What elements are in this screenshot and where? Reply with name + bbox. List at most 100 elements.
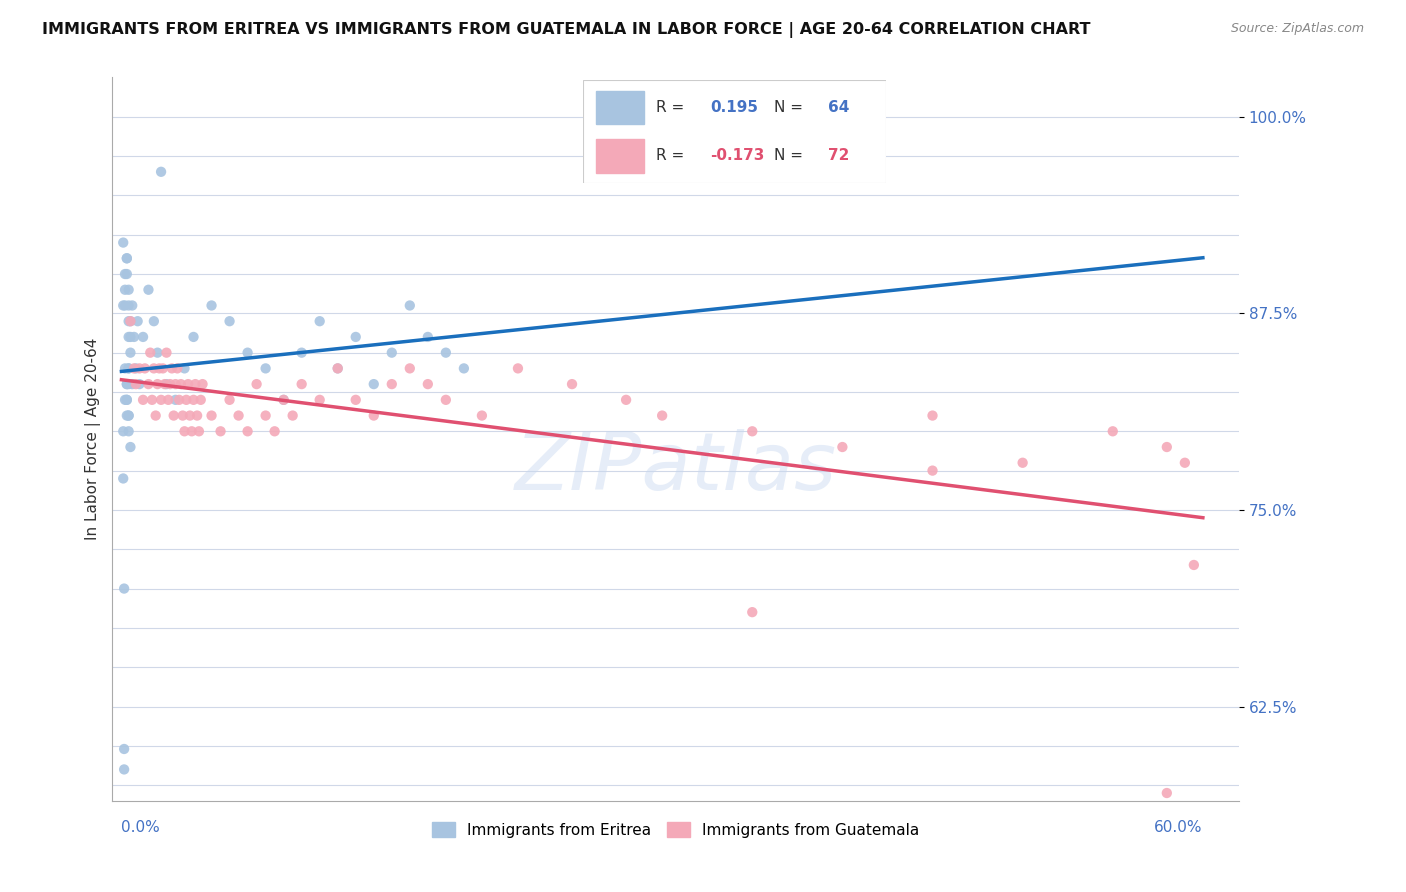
Point xyxy=(236,425,259,439)
Text: Source: ZipAtlas.com: Source: ZipAtlas.com xyxy=(1230,22,1364,36)
Point xyxy=(117,409,139,423)
Point xyxy=(120,314,142,328)
Text: 0.195: 0.195 xyxy=(710,101,758,115)
Point xyxy=(184,377,207,392)
FancyBboxPatch shape xyxy=(583,80,886,183)
Point xyxy=(117,330,139,344)
Point xyxy=(139,345,162,359)
Point xyxy=(326,361,349,376)
Point xyxy=(115,267,138,281)
Point xyxy=(146,345,169,359)
Text: IMMIGRANTS FROM ERITREA VS IMMIGRANTS FROM GUATEMALA IN LABOR FORCE | AGE 20-64 : IMMIGRANTS FROM ERITREA VS IMMIGRANTS FR… xyxy=(42,22,1091,38)
Point xyxy=(122,361,145,376)
Point xyxy=(141,392,163,407)
Point xyxy=(246,377,269,392)
Point xyxy=(209,425,232,439)
Point xyxy=(166,361,188,376)
Point xyxy=(132,330,155,344)
Point xyxy=(183,392,205,407)
Point xyxy=(741,605,763,619)
Point xyxy=(145,409,167,423)
Point xyxy=(115,392,138,407)
Point xyxy=(434,345,457,359)
Point xyxy=(651,409,673,423)
Point xyxy=(132,392,155,407)
Point xyxy=(173,425,195,439)
Point xyxy=(291,377,314,392)
Bar xyxy=(596,91,644,124)
Point xyxy=(344,392,367,407)
Point xyxy=(142,361,165,376)
Point xyxy=(180,425,202,439)
Point xyxy=(128,377,150,392)
Point xyxy=(218,392,240,407)
Point xyxy=(236,345,259,359)
Point xyxy=(281,409,304,423)
Point xyxy=(741,425,763,439)
Point xyxy=(614,392,637,407)
Point xyxy=(127,314,149,328)
Text: 0.0%: 0.0% xyxy=(121,820,160,835)
Point xyxy=(434,392,457,407)
Point xyxy=(183,330,205,344)
Point xyxy=(921,409,943,423)
Point xyxy=(120,440,142,454)
Point xyxy=(167,392,190,407)
Point xyxy=(115,392,138,407)
Point xyxy=(453,361,475,376)
Point xyxy=(179,409,201,423)
Text: 60.0%: 60.0% xyxy=(1154,820,1204,835)
Point xyxy=(120,345,142,359)
Point xyxy=(114,392,136,407)
Point xyxy=(120,330,142,344)
Point xyxy=(416,330,439,344)
Point xyxy=(114,298,136,312)
Point xyxy=(114,267,136,281)
Point xyxy=(152,361,174,376)
Point xyxy=(326,361,349,376)
Point xyxy=(150,165,173,179)
Point xyxy=(398,361,420,376)
Point xyxy=(506,361,529,376)
Point xyxy=(1156,440,1178,454)
Bar xyxy=(596,139,644,173)
Point xyxy=(200,409,222,423)
Point xyxy=(117,377,139,392)
Point xyxy=(112,471,135,485)
Point xyxy=(254,409,277,423)
Point xyxy=(273,392,295,407)
Point xyxy=(1182,558,1205,572)
Point xyxy=(117,409,139,423)
Point xyxy=(142,314,165,328)
Point xyxy=(112,298,135,312)
Point xyxy=(117,361,139,376)
Point xyxy=(112,582,135,596)
Point xyxy=(155,377,177,392)
Point xyxy=(263,425,285,439)
Text: 72: 72 xyxy=(828,148,849,162)
Point xyxy=(190,392,212,407)
Point xyxy=(173,361,195,376)
Y-axis label: In Labor Force | Age 20-64: In Labor Force | Age 20-64 xyxy=(86,338,101,541)
Text: R =: R = xyxy=(657,148,689,162)
Point xyxy=(200,298,222,312)
Point xyxy=(254,361,277,376)
Point xyxy=(561,377,583,392)
Point xyxy=(163,409,186,423)
Point xyxy=(157,392,180,407)
Point xyxy=(308,392,330,407)
Point xyxy=(112,742,135,756)
Point xyxy=(117,298,139,312)
Point xyxy=(115,377,138,392)
Point xyxy=(177,377,200,392)
Point xyxy=(1174,456,1197,470)
Point xyxy=(155,345,177,359)
Text: R =: R = xyxy=(657,101,689,115)
Point xyxy=(125,377,148,392)
Point xyxy=(150,392,173,407)
Point xyxy=(165,377,187,392)
Point xyxy=(170,377,193,392)
Text: N =: N = xyxy=(773,148,808,162)
Point xyxy=(160,361,183,376)
Point xyxy=(115,409,138,423)
